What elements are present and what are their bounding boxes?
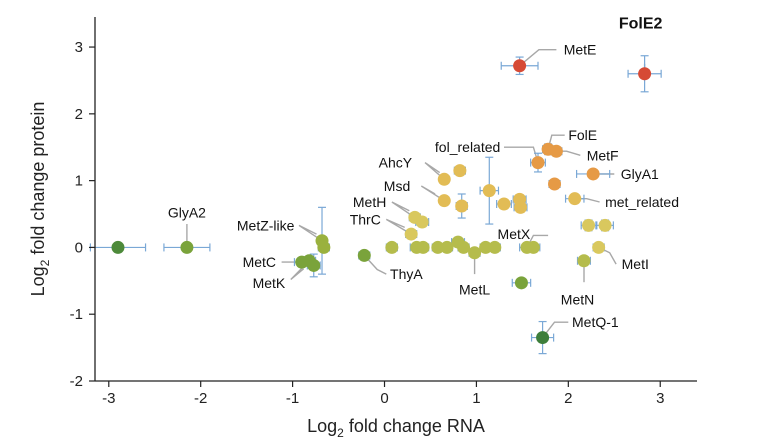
y-tick-label: 0 [75, 239, 83, 256]
leader-line [420, 185, 445, 202]
data-point [531, 156, 545, 170]
leader-line [424, 162, 445, 180]
y-tick-label: 1 [75, 173, 83, 190]
leader-line [391, 201, 416, 218]
x-axis-title-subscript: 2 [337, 426, 344, 439]
data-point [582, 218, 596, 232]
gene-label: AhcY [379, 155, 413, 171]
gene-label: MetF [587, 147, 619, 163]
data-point [592, 240, 606, 254]
x-tick-label: 3 [656, 390, 664, 407]
data-point [431, 240, 445, 254]
gene-label: FolE [568, 127, 597, 143]
y-tick-label: -2 [70, 373, 83, 390]
data-point [549, 144, 563, 158]
y-axis-title-subscript: 2 [38, 259, 52, 266]
leader-line [385, 218, 412, 235]
axis-ticks: -3 -2 -1 0 1 2 3 -2 -1 0 1 2 3 [70, 39, 665, 407]
gene-label: ThyA [390, 266, 423, 282]
data-point [488, 240, 502, 254]
data-point [455, 199, 469, 213]
data-point [638, 67, 652, 81]
x-axis-title-main: Log [307, 416, 337, 436]
gene-label: Msd [384, 178, 410, 194]
y-tick-label: -1 [70, 306, 83, 323]
x-tick-label: 1 [472, 390, 480, 407]
data-point [577, 254, 591, 268]
y-tick-label: 2 [75, 106, 83, 123]
leader-line [298, 224, 323, 242]
data-point [295, 255, 309, 269]
data-point [586, 167, 600, 181]
data-point [437, 194, 451, 208]
data-point [536, 331, 550, 345]
gene-label: MetE [564, 42, 597, 58]
data-point [111, 240, 125, 254]
x-tick-label: 0 [380, 390, 388, 407]
x-tick-label: -3 [102, 390, 115, 407]
data-point [482, 184, 496, 198]
gene-label: met_related [605, 194, 679, 210]
data-point [497, 197, 511, 211]
data-point [415, 215, 429, 229]
data-point [317, 240, 331, 254]
x-tick-label: -2 [194, 390, 207, 407]
data-point [513, 59, 527, 73]
leader-line [519, 49, 557, 67]
gene-label: ThrC [350, 211, 381, 227]
data-point [526, 240, 540, 254]
data-point [514, 276, 528, 290]
gene-label: MetK [253, 275, 286, 291]
data-point [416, 240, 430, 254]
axes [94, 17, 697, 382]
gene-label: MetN [561, 292, 594, 308]
gene-label: GlyA2 [168, 205, 206, 221]
data-point [548, 177, 562, 191]
data-point [453, 164, 467, 178]
gene-label: MetH [353, 194, 386, 210]
data-point [357, 248, 371, 262]
gene-label: GlyA1 [621, 166, 659, 182]
y-axis-title-main: Log [28, 266, 48, 296]
data-point [514, 200, 528, 214]
data-points [111, 59, 652, 345]
x-axis-title: Log2 fold change RNA [307, 416, 485, 439]
y-axis-title: Log2 fold change protein [28, 102, 52, 297]
data-point [180, 240, 194, 254]
data-point [568, 192, 582, 206]
gene-label: MetC [243, 254, 276, 270]
data-point [598, 218, 612, 232]
gene-label: FolE2 [619, 16, 663, 33]
x-tick-label: 2 [564, 390, 572, 407]
data-point [457, 240, 471, 254]
y-tick-label: 3 [75, 39, 83, 56]
gene-label: MetX [498, 226, 531, 242]
data-point [404, 227, 418, 241]
data-point [440, 240, 454, 254]
x-axis-title-rest: fold change RNA [344, 416, 485, 436]
data-point [307, 258, 321, 272]
data-point [468, 246, 482, 260]
gene-label: MetZ-like [237, 217, 295, 233]
data-point [479, 240, 493, 254]
data-point [385, 240, 399, 254]
data-point [437, 172, 451, 186]
y-axis-title-rest: fold change protein [28, 102, 48, 260]
gene-label: MetQ-1 [572, 314, 619, 330]
gene-label: fol_related [435, 139, 500, 155]
x-tick-label: -1 [286, 390, 299, 407]
gene-label: MetI [622, 256, 649, 272]
gene-label: MetL [459, 281, 490, 297]
